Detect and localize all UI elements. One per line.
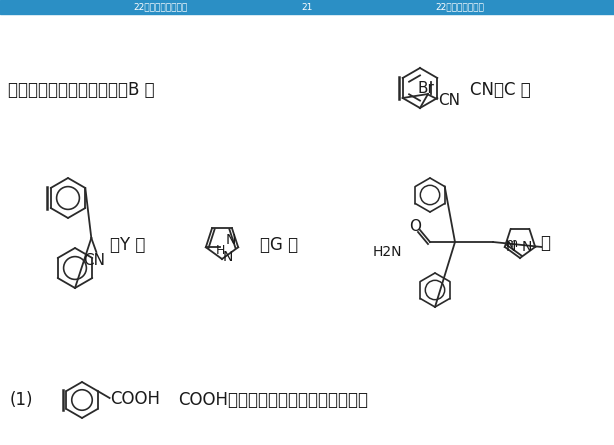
Text: COOH: COOH (111, 390, 161, 408)
Text: 。: 。 (540, 234, 550, 252)
Bar (0, 0, 614, 14)
Text: CN: CN (84, 252, 106, 267)
Text: H2N: H2N (373, 245, 402, 259)
Text: N: N (223, 250, 233, 264)
Text: (1): (1) (10, 391, 34, 409)
Text: H: H (216, 243, 225, 256)
Text: 22英语七下周报答案: 22英语七下周报答案 (133, 3, 187, 12)
Text: CN: CN (438, 93, 460, 108)
Text: ，G 为: ，G 为 (260, 236, 298, 254)
Text: 21: 21 (301, 3, 313, 12)
Text: N: N (522, 240, 532, 254)
Text: N: N (226, 233, 236, 247)
Text: ，Y 为: ，Y 为 (110, 236, 146, 254)
Text: 【解析】由题中信息推知，B 为: 【解析】由题中信息推知，B 为 (8, 81, 155, 99)
Text: CN，C 为: CN，C 为 (470, 81, 530, 99)
Text: O: O (409, 218, 421, 234)
Text: COOH的化学名称是苯乙酸，所含官能: COOH的化学名称是苯乙酸，所含官能 (178, 391, 368, 409)
Text: Br: Br (418, 81, 435, 96)
Text: N: N (506, 240, 516, 254)
Text: 22英语周报答案网: 22英语周报答案网 (435, 3, 484, 12)
Text: m: m (505, 237, 518, 250)
